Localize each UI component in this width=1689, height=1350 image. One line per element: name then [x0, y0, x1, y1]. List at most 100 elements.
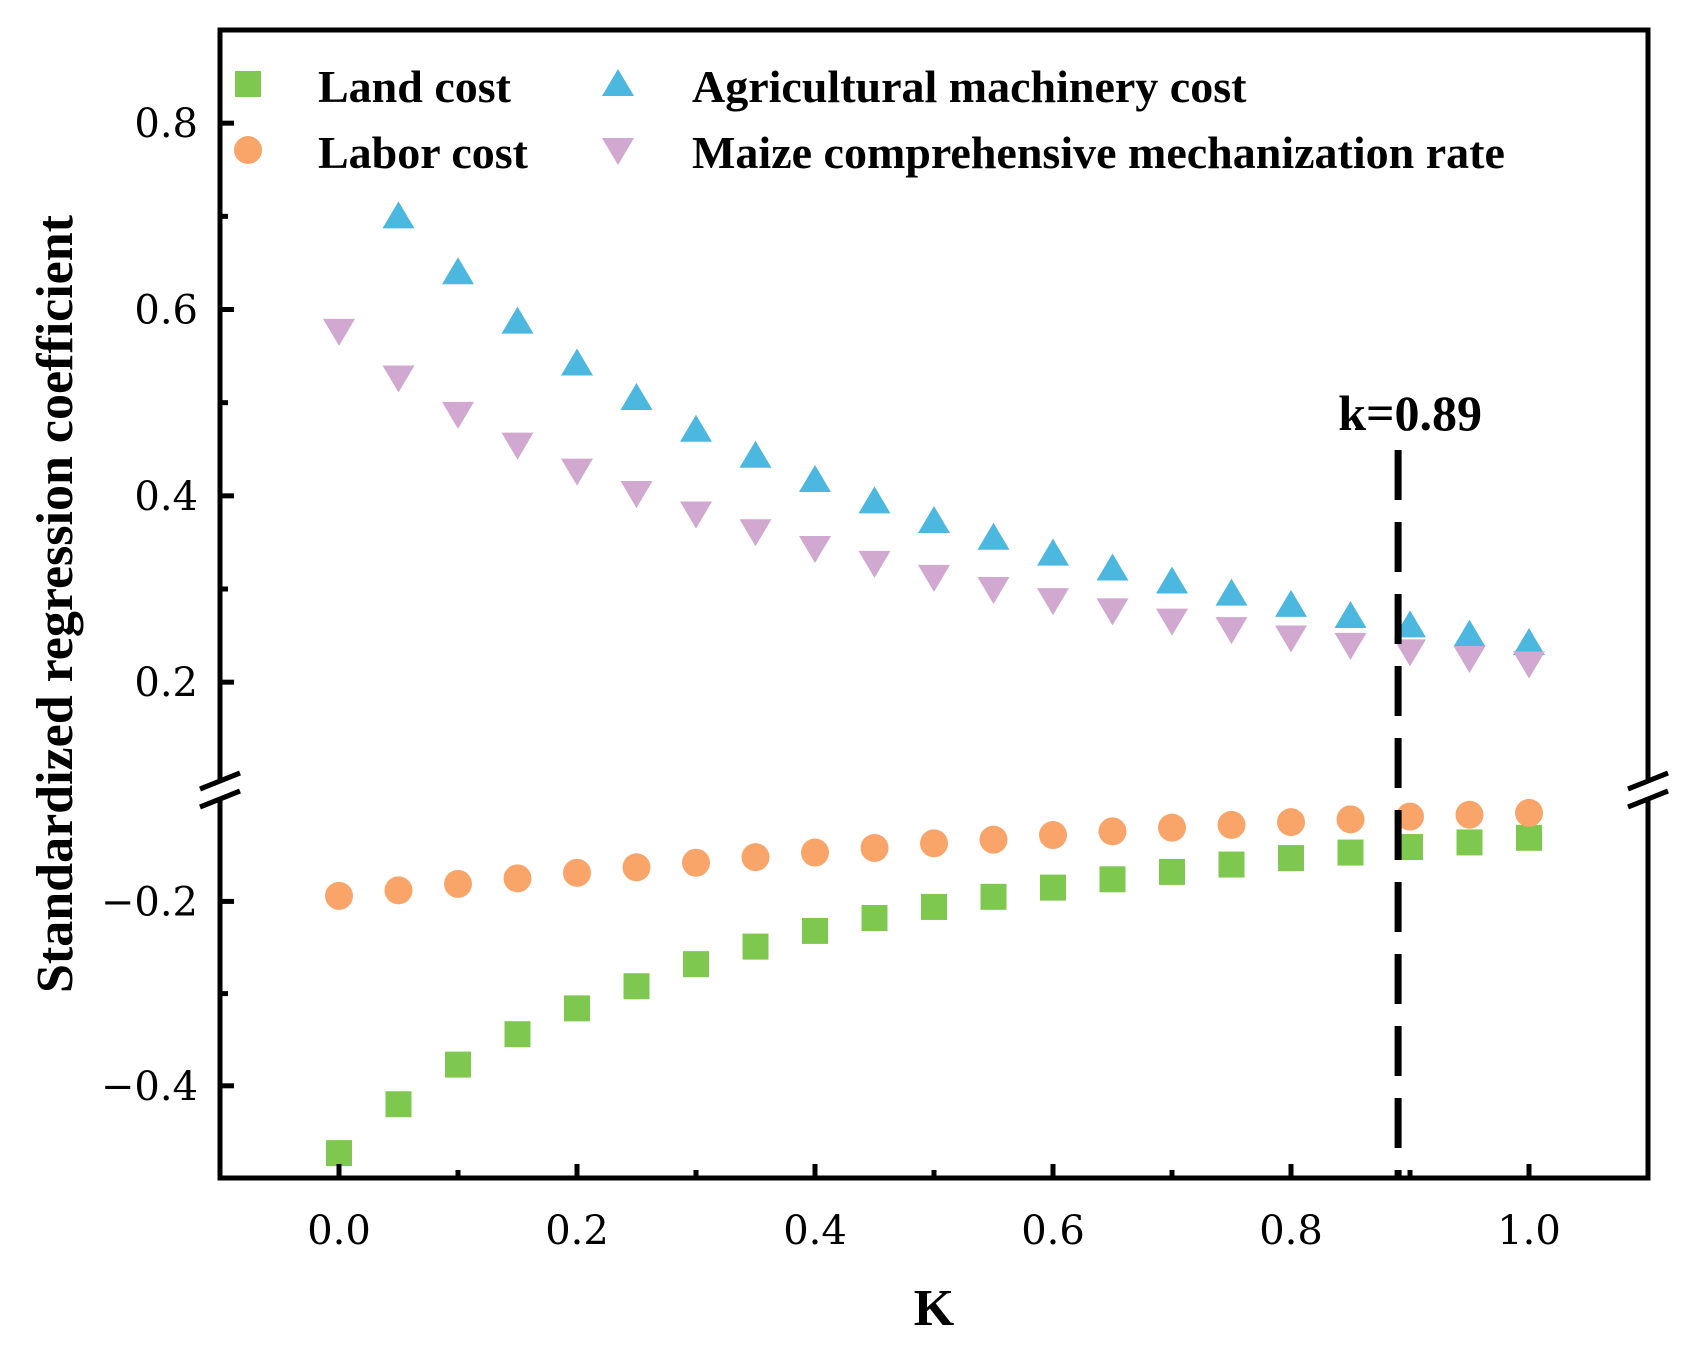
data-point [1455, 800, 1484, 829]
data-point [1037, 538, 1069, 566]
data-point [739, 440, 772, 468]
data-point [1037, 588, 1069, 616]
data-point [564, 995, 590, 1022]
data-point [980, 883, 1007, 910]
data-point [442, 401, 474, 429]
data-point [325, 881, 353, 910]
data-point [1156, 566, 1188, 594]
data-point [382, 365, 415, 393]
legend-marker [602, 69, 634, 96]
data-point [1396, 802, 1424, 831]
data-point [1516, 824, 1542, 851]
series-maize-comprehensive-mechanization-rate [323, 318, 1545, 679]
series-agricultural-machinery-cost [382, 201, 1545, 656]
legend-marker [602, 138, 634, 165]
data-point [801, 838, 829, 867]
data-point [563, 858, 591, 887]
data-point [799, 465, 831, 492]
data-point [1275, 625, 1307, 653]
data-point [503, 864, 532, 893]
series-land-cost [326, 824, 1542, 1167]
data-point [323, 318, 355, 346]
data-point [1337, 839, 1364, 866]
axes: 0.0 0.2 0.4 0.6 0.8 1.0 0.2 0.4 0.6 0.8 −0.4 −0.2 [101, 101, 1669, 1254]
x-tick-label: 0.8 [1259, 1208, 1323, 1254]
data-point [1394, 639, 1426, 667]
data-point [623, 973, 650, 1000]
y-tick-label: −0.4 [101, 1064, 198, 1110]
data-point [501, 306, 534, 334]
legend-marker [234, 136, 262, 164]
legend-item: Agricultural machinery cost [602, 61, 1247, 112]
annotations: k=0.89 [1338, 385, 1482, 1178]
data-point [382, 201, 415, 229]
data-point [739, 519, 772, 547]
data-point [622, 853, 651, 882]
data-point [1394, 610, 1426, 638]
data-point [1159, 858, 1185, 885]
x-tick-label: 0.4 [783, 1208, 847, 1254]
x-tick-label: 0.2 [545, 1208, 609, 1254]
legend: Land cost Labor cost Agricultural machiner… [234, 61, 1505, 178]
data-point [682, 848, 710, 877]
series-labor-cost [325, 798, 1543, 910]
data-point [1096, 553, 1129, 581]
data-point [1453, 619, 1486, 647]
data-point [1040, 874, 1066, 901]
data-point [1099, 866, 1126, 893]
k-threshold-label: k=0.89 [1338, 385, 1482, 441]
legend-label: Maize comprehensive mechanization rate [692, 127, 1505, 178]
data-point [385, 1091, 412, 1118]
data-point [680, 501, 712, 529]
data-point [680, 414, 712, 442]
data-point [620, 383, 653, 411]
legend-label: Labor cost [318, 127, 529, 178]
x-tick-label: 1.0 [1497, 1208, 1561, 1254]
y-tick-label: −0.2 [101, 879, 198, 925]
data-point [444, 869, 472, 898]
data-point [1456, 829, 1483, 856]
data-point [918, 505, 950, 533]
axis-break-mark [199, 788, 241, 810]
plot-area [323, 201, 1545, 1167]
data-point [1215, 578, 1248, 606]
data-point [445, 1051, 471, 1078]
data-point [921, 893, 947, 920]
legend-item: Land cost [235, 61, 512, 112]
y-tick-label: 0.4 [134, 474, 198, 520]
data-point [920, 829, 948, 858]
y-tick-label: 0.6 [134, 288, 198, 334]
data-point [1513, 651, 1545, 679]
data-point [1156, 608, 1188, 636]
y-tick-label: 0.2 [134, 660, 198, 706]
data-point [860, 833, 889, 862]
data-point [1515, 798, 1543, 827]
data-point [861, 905, 888, 932]
y-axis-title: Standardized regression coefficient [27, 214, 84, 993]
data-point [1453, 645, 1486, 673]
data-point [858, 486, 891, 514]
data-point [1217, 810, 1246, 839]
legend-marker [235, 71, 261, 97]
data-point [504, 1021, 531, 1048]
data-point [561, 348, 593, 376]
data-point [742, 933, 769, 960]
x-tick-label: 0.6 [1021, 1208, 1085, 1254]
axis-break-mark [1627, 788, 1669, 810]
data-point [1278, 845, 1304, 872]
axis-break-mark [199, 770, 241, 792]
data-point [1096, 598, 1129, 626]
data-point [741, 843, 770, 872]
legend-item: Labor cost [234, 127, 529, 178]
data-point [858, 550, 891, 578]
legend-item: Maize comprehensive mechanization rate [602, 127, 1505, 178]
data-point [620, 481, 653, 509]
data-point [979, 825, 1008, 854]
data-point [977, 522, 1010, 550]
data-point [1336, 805, 1365, 834]
data-point [1277, 808, 1305, 837]
data-point [501, 432, 534, 460]
plot-frame [217, 27, 1651, 1181]
data-point [442, 257, 474, 285]
data-point [1215, 617, 1248, 645]
